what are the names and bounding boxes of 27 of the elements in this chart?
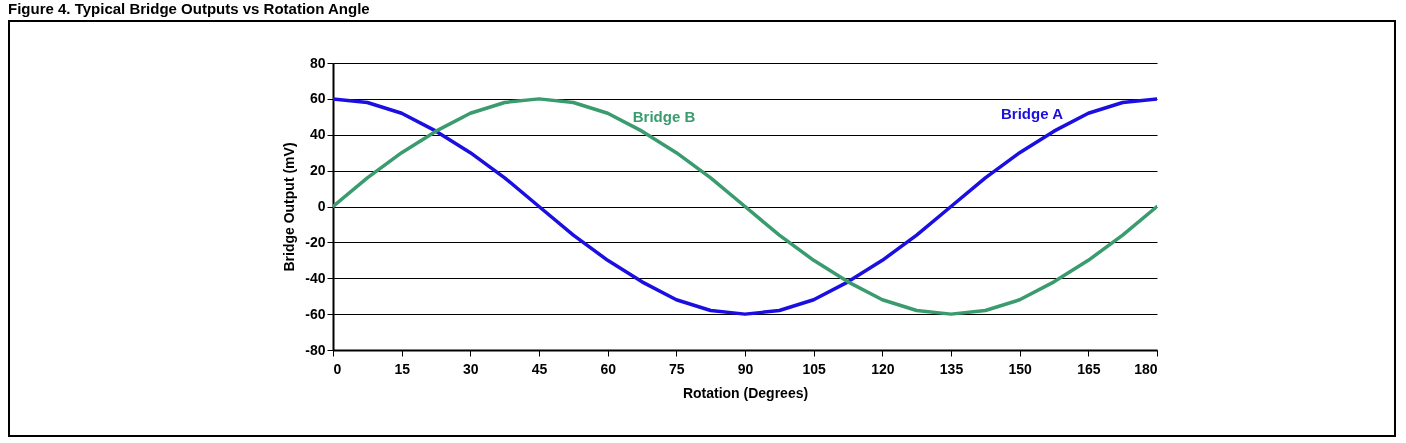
y-tick-label: -40 <box>305 269 326 286</box>
y-tick-label: 40 <box>309 126 326 143</box>
x-tick-label: 30 <box>463 360 479 377</box>
x-axis-title: Rotation (Degrees) <box>682 384 809 401</box>
x-tick-label: 180 <box>1134 360 1158 377</box>
x-tick-label: 135 <box>939 360 964 377</box>
y-tick-label: 0 <box>317 198 326 214</box>
x-tick-label: 0 <box>333 360 342 377</box>
x-tick-label: 75 <box>669 360 685 377</box>
y-tick-label: -60 <box>305 305 326 322</box>
y-tick-label: 60 <box>309 90 326 107</box>
x-tick-label: 120 <box>871 360 895 377</box>
series-label: Bridge B <box>632 108 696 126</box>
x-tick-label: 165 <box>1077 360 1101 377</box>
y-tick-label: -20 <box>305 233 326 250</box>
y-tick-label: -80 <box>305 341 326 358</box>
y-axis-title: Bridge Output (mV) <box>281 142 298 272</box>
series-label: Bridge A <box>1001 105 1064 123</box>
x-tick-label: 105 <box>802 360 827 377</box>
x-tick-label: 45 <box>531 360 548 377</box>
x-tick-label: 15 <box>394 360 411 377</box>
x-tick-label: 60 <box>600 360 617 377</box>
x-tick-label: 90 <box>737 360 754 377</box>
x-tick-label: 150 <box>1008 360 1033 377</box>
y-tick-label: 20 <box>309 162 326 179</box>
y-tick-label: 80 <box>309 54 326 71</box>
text: Figure 4. Typical Bridge Outputs vs Rotation Angle <box>8 0 370 17</box>
